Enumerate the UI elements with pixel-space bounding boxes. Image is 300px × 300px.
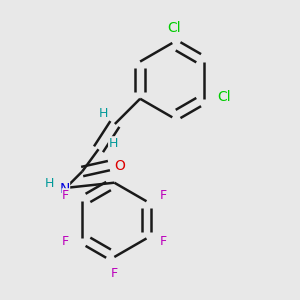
- Text: F: F: [62, 235, 69, 248]
- Text: F: F: [159, 235, 167, 248]
- Text: F: F: [111, 267, 118, 280]
- Text: Cl: Cl: [217, 90, 231, 104]
- Text: Cl: Cl: [167, 20, 181, 34]
- Text: H: H: [98, 107, 108, 120]
- Text: N: N: [59, 182, 70, 197]
- Text: H: H: [109, 137, 118, 150]
- Text: H: H: [45, 177, 54, 190]
- Text: O: O: [114, 159, 125, 172]
- Text: F: F: [62, 189, 69, 202]
- Text: F: F: [159, 189, 167, 202]
